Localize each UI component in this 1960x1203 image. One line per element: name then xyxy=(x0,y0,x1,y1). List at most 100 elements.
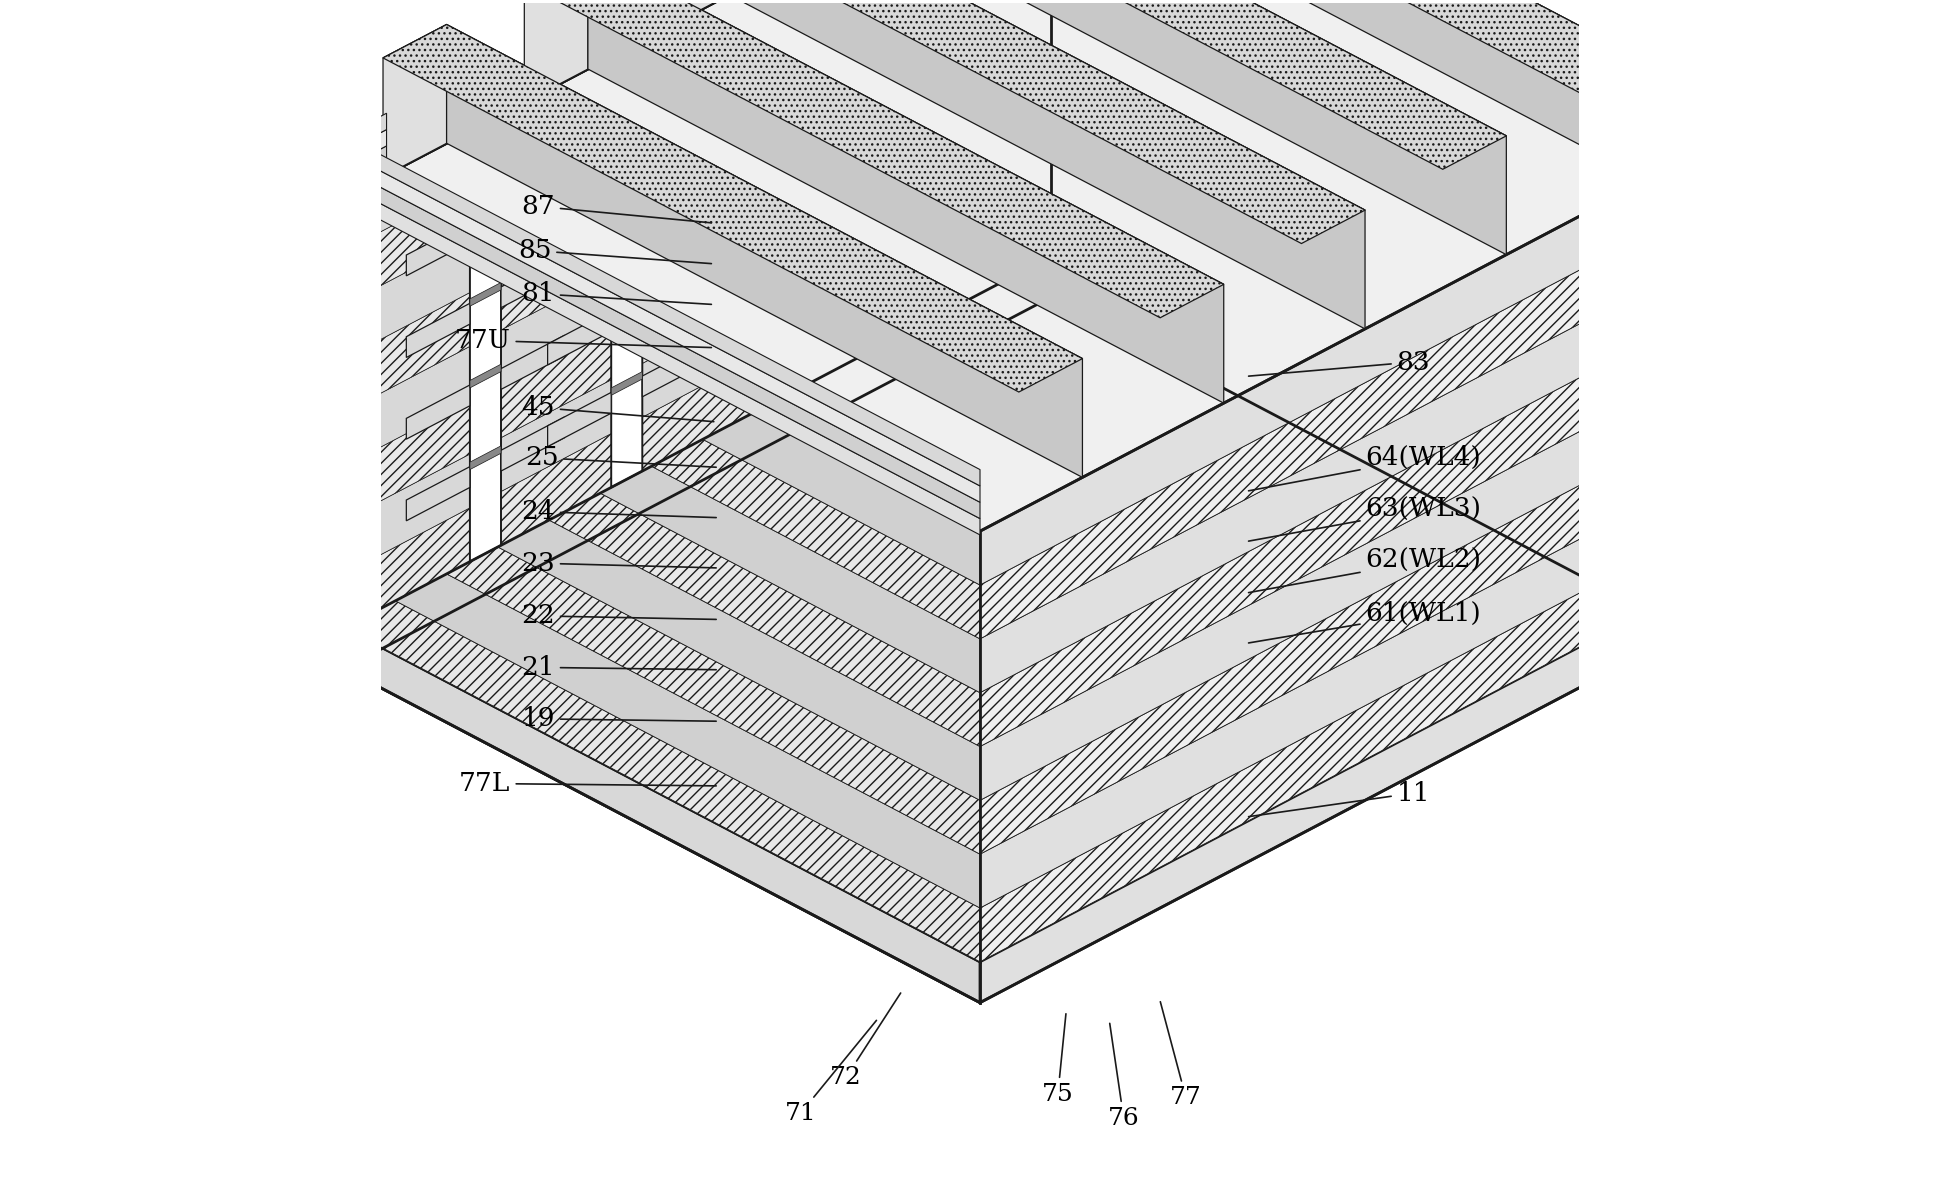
Text: 77: 77 xyxy=(1160,1002,1201,1109)
Polygon shape xyxy=(925,113,988,167)
Polygon shape xyxy=(547,229,612,283)
Text: 11: 11 xyxy=(1249,781,1431,817)
Polygon shape xyxy=(870,0,1507,255)
Polygon shape xyxy=(980,482,1686,908)
Text: 72: 72 xyxy=(829,992,902,1089)
Polygon shape xyxy=(345,251,980,639)
Polygon shape xyxy=(345,256,1051,669)
Polygon shape xyxy=(406,467,470,521)
Polygon shape xyxy=(688,155,753,209)
Polygon shape xyxy=(753,53,784,76)
Polygon shape xyxy=(612,208,643,232)
Polygon shape xyxy=(547,148,612,202)
Polygon shape xyxy=(980,160,1686,585)
Polygon shape xyxy=(831,81,894,135)
Text: 77U: 77U xyxy=(455,328,711,352)
Polygon shape xyxy=(470,446,502,469)
Polygon shape xyxy=(831,244,894,298)
Text: 24: 24 xyxy=(521,499,715,525)
Text: 21: 21 xyxy=(521,654,715,680)
Polygon shape xyxy=(345,113,386,152)
Polygon shape xyxy=(753,0,784,413)
Polygon shape xyxy=(470,283,502,307)
Polygon shape xyxy=(949,0,1648,95)
Text: 61(WL1): 61(WL1) xyxy=(1249,602,1482,642)
Polygon shape xyxy=(753,134,784,158)
Polygon shape xyxy=(831,162,894,217)
Polygon shape xyxy=(382,24,1082,392)
Text: 63(WL3): 63(WL3) xyxy=(1249,497,1482,541)
Polygon shape xyxy=(612,41,643,487)
Text: 87: 87 xyxy=(521,194,711,223)
Polygon shape xyxy=(1686,206,1772,272)
Polygon shape xyxy=(729,0,1364,328)
Text: 23: 23 xyxy=(521,551,715,576)
Polygon shape xyxy=(784,105,847,159)
Polygon shape xyxy=(980,214,1686,639)
Polygon shape xyxy=(345,152,980,503)
Polygon shape xyxy=(980,267,1686,693)
Polygon shape xyxy=(345,130,386,168)
Polygon shape xyxy=(345,256,1686,962)
Polygon shape xyxy=(612,372,643,396)
Polygon shape xyxy=(753,215,784,239)
Polygon shape xyxy=(925,31,988,85)
Polygon shape xyxy=(345,0,1051,304)
Polygon shape xyxy=(894,0,925,2)
Text: 71: 71 xyxy=(784,1020,876,1125)
Polygon shape xyxy=(502,336,564,390)
Text: 75: 75 xyxy=(1043,1014,1074,1106)
Polygon shape xyxy=(345,467,980,854)
Polygon shape xyxy=(666,0,1364,243)
Polygon shape xyxy=(894,0,925,339)
Polygon shape xyxy=(643,343,706,397)
Text: 83: 83 xyxy=(1249,350,1431,377)
Polygon shape xyxy=(1686,369,1772,434)
Polygon shape xyxy=(547,392,612,446)
Polygon shape xyxy=(525,0,1223,318)
Polygon shape xyxy=(808,0,1507,170)
Polygon shape xyxy=(502,417,564,472)
Polygon shape xyxy=(345,184,980,535)
Polygon shape xyxy=(688,318,753,373)
Polygon shape xyxy=(925,194,988,248)
Polygon shape xyxy=(980,321,1686,747)
Polygon shape xyxy=(406,221,470,275)
Polygon shape xyxy=(894,60,925,83)
Text: 77L: 77L xyxy=(459,771,715,796)
Polygon shape xyxy=(345,0,1686,532)
Polygon shape xyxy=(470,201,502,225)
Polygon shape xyxy=(808,0,1507,170)
Polygon shape xyxy=(588,0,1223,403)
Text: 64(WL4): 64(WL4) xyxy=(1249,445,1482,491)
Text: 19: 19 xyxy=(521,706,715,731)
Polygon shape xyxy=(688,237,753,291)
Polygon shape xyxy=(784,268,847,322)
Polygon shape xyxy=(547,310,612,365)
Polygon shape xyxy=(612,126,643,150)
Polygon shape xyxy=(980,537,1686,962)
Polygon shape xyxy=(406,385,470,439)
Polygon shape xyxy=(345,0,1051,358)
Polygon shape xyxy=(753,297,784,321)
Polygon shape xyxy=(470,365,502,387)
Polygon shape xyxy=(949,0,1648,95)
Polygon shape xyxy=(925,0,988,4)
Polygon shape xyxy=(502,254,564,308)
Polygon shape xyxy=(345,520,980,908)
Polygon shape xyxy=(831,0,894,53)
Text: 85: 85 xyxy=(517,238,711,263)
Polygon shape xyxy=(666,0,729,28)
Polygon shape xyxy=(447,24,1082,478)
Polygon shape xyxy=(1686,451,1772,516)
Polygon shape xyxy=(525,0,1223,318)
Polygon shape xyxy=(612,290,643,314)
Polygon shape xyxy=(345,0,1051,251)
Polygon shape xyxy=(382,24,447,177)
Text: 76: 76 xyxy=(1107,1024,1139,1130)
Text: 81: 81 xyxy=(521,282,711,307)
Polygon shape xyxy=(525,0,588,102)
Polygon shape xyxy=(345,149,1051,574)
Text: 62(WL2): 62(WL2) xyxy=(1249,549,1482,593)
Polygon shape xyxy=(345,168,980,518)
